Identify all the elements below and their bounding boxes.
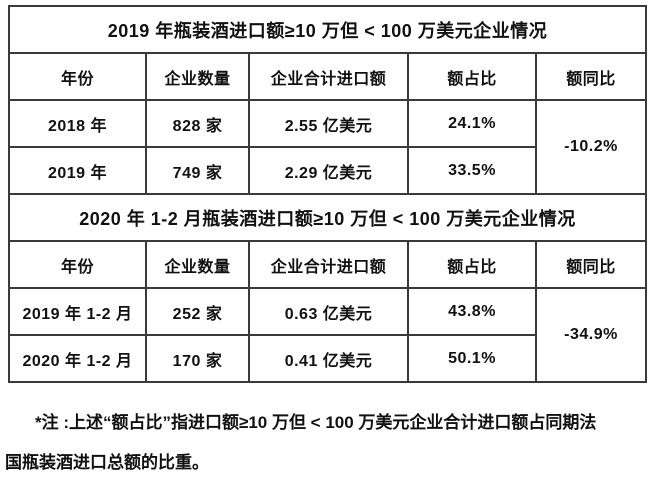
table2-row0-total: 0.63 亿美元 [248, 287, 409, 336]
table2-row0-share: 43.8% [407, 287, 537, 336]
table1-title-row: 2019 年瓶装酒进口额≥10 万但 < 100 万美元企业情况 [7, 5, 648, 54]
table2-header-yoy: 额同比 [534, 240, 648, 289]
table2-header-company-count: 企业数量 [145, 240, 250, 289]
table1-row0-total: 2.55 亿美元 [248, 99, 409, 148]
table1-yoy-value: -10.2% [534, 99, 648, 195]
table1-header-company-count: 企业数量 [145, 52, 250, 101]
table-row: 2019 年 749 家 2.29 亿美元 33.5% [8, 146, 646, 195]
table2-header-row: 年份 企业数量 企业合计进口额 额占比 额同比 [8, 240, 648, 289]
table2-header-share: 额占比 [407, 240, 537, 289]
table1-row0-share: 24.1% [407, 99, 537, 148]
table2-header-total-import: 企业合计进口额 [248, 240, 409, 289]
table1-row1-total: 2.29 亿美元 [248, 146, 409, 195]
table1-row0-count: 828 家 [145, 99, 250, 148]
table1-header-share: 额占比 [407, 52, 537, 101]
table-row: 2019 年 1-2 月 252 家 0.63 亿美元 43.8% -34.9% [8, 287, 648, 383]
table1-header-total-import: 企业合计进口额 [248, 52, 409, 101]
table1-row0-year: 2018 年 [8, 99, 147, 148]
table2-yoy-value: -34.9% [534, 287, 648, 383]
table2-title-row: 2020 年 1-2 月瓶装酒进口额≥10 万但 < 100 万美元企业情况 [7, 193, 648, 242]
table-row: 2020 年 1-2 月 170 家 0.41 亿美元 50.1% [8, 334, 646, 383]
table1-title: 2019 年瓶装酒进口额≥10 万但 < 100 万美元企业情况 [7, 5, 648, 54]
table2-title: 2020 年 1-2 月瓶装酒进口额≥10 万但 < 100 万美元企业情况 [7, 193, 648, 242]
table1-header-year: 年份 [8, 52, 147, 101]
table2-row1-share: 50.1% [407, 334, 537, 383]
table2-header-year: 年份 [8, 240, 147, 289]
table2-row0-year: 2019 年 1-2 月 [8, 287, 147, 336]
table2-row0-count: 252 家 [145, 287, 250, 336]
table2-row1-year: 2020 年 1-2 月 [8, 334, 147, 383]
footnote-line-1: *注 :上述“额占比”指进口额≥10 万但 < 100 万美元企业合计进口额占同… [35, 413, 597, 432]
footnote: *注 :上述“额占比”指进口额≥10 万但 < 100 万美元企业合计进口额占同… [5, 403, 645, 483]
table1-row1-share: 33.5% [407, 146, 537, 195]
table-row: 2018 年 828 家 2.55 亿美元 24.1% -10.2% [8, 99, 648, 195]
wine-import-stats-table: 2019 年瓶装酒进口额≥10 万但 < 100 万美元企业情况 年份 企业数量… [7, 5, 648, 383]
table2-row1-total: 0.41 亿美元 [248, 334, 409, 383]
table1-header-yoy: 额同比 [534, 52, 648, 101]
table1-row1-year: 2019 年 [8, 146, 147, 195]
table1-row1-count: 749 家 [145, 146, 250, 195]
table1-header-row: 年份 企业数量 企业合计进口额 额占比 额同比 [8, 52, 648, 101]
table2-row1-count: 170 家 [145, 334, 250, 383]
footnote-line-2: 国瓶装酒进口总额的比重。 [5, 453, 209, 472]
